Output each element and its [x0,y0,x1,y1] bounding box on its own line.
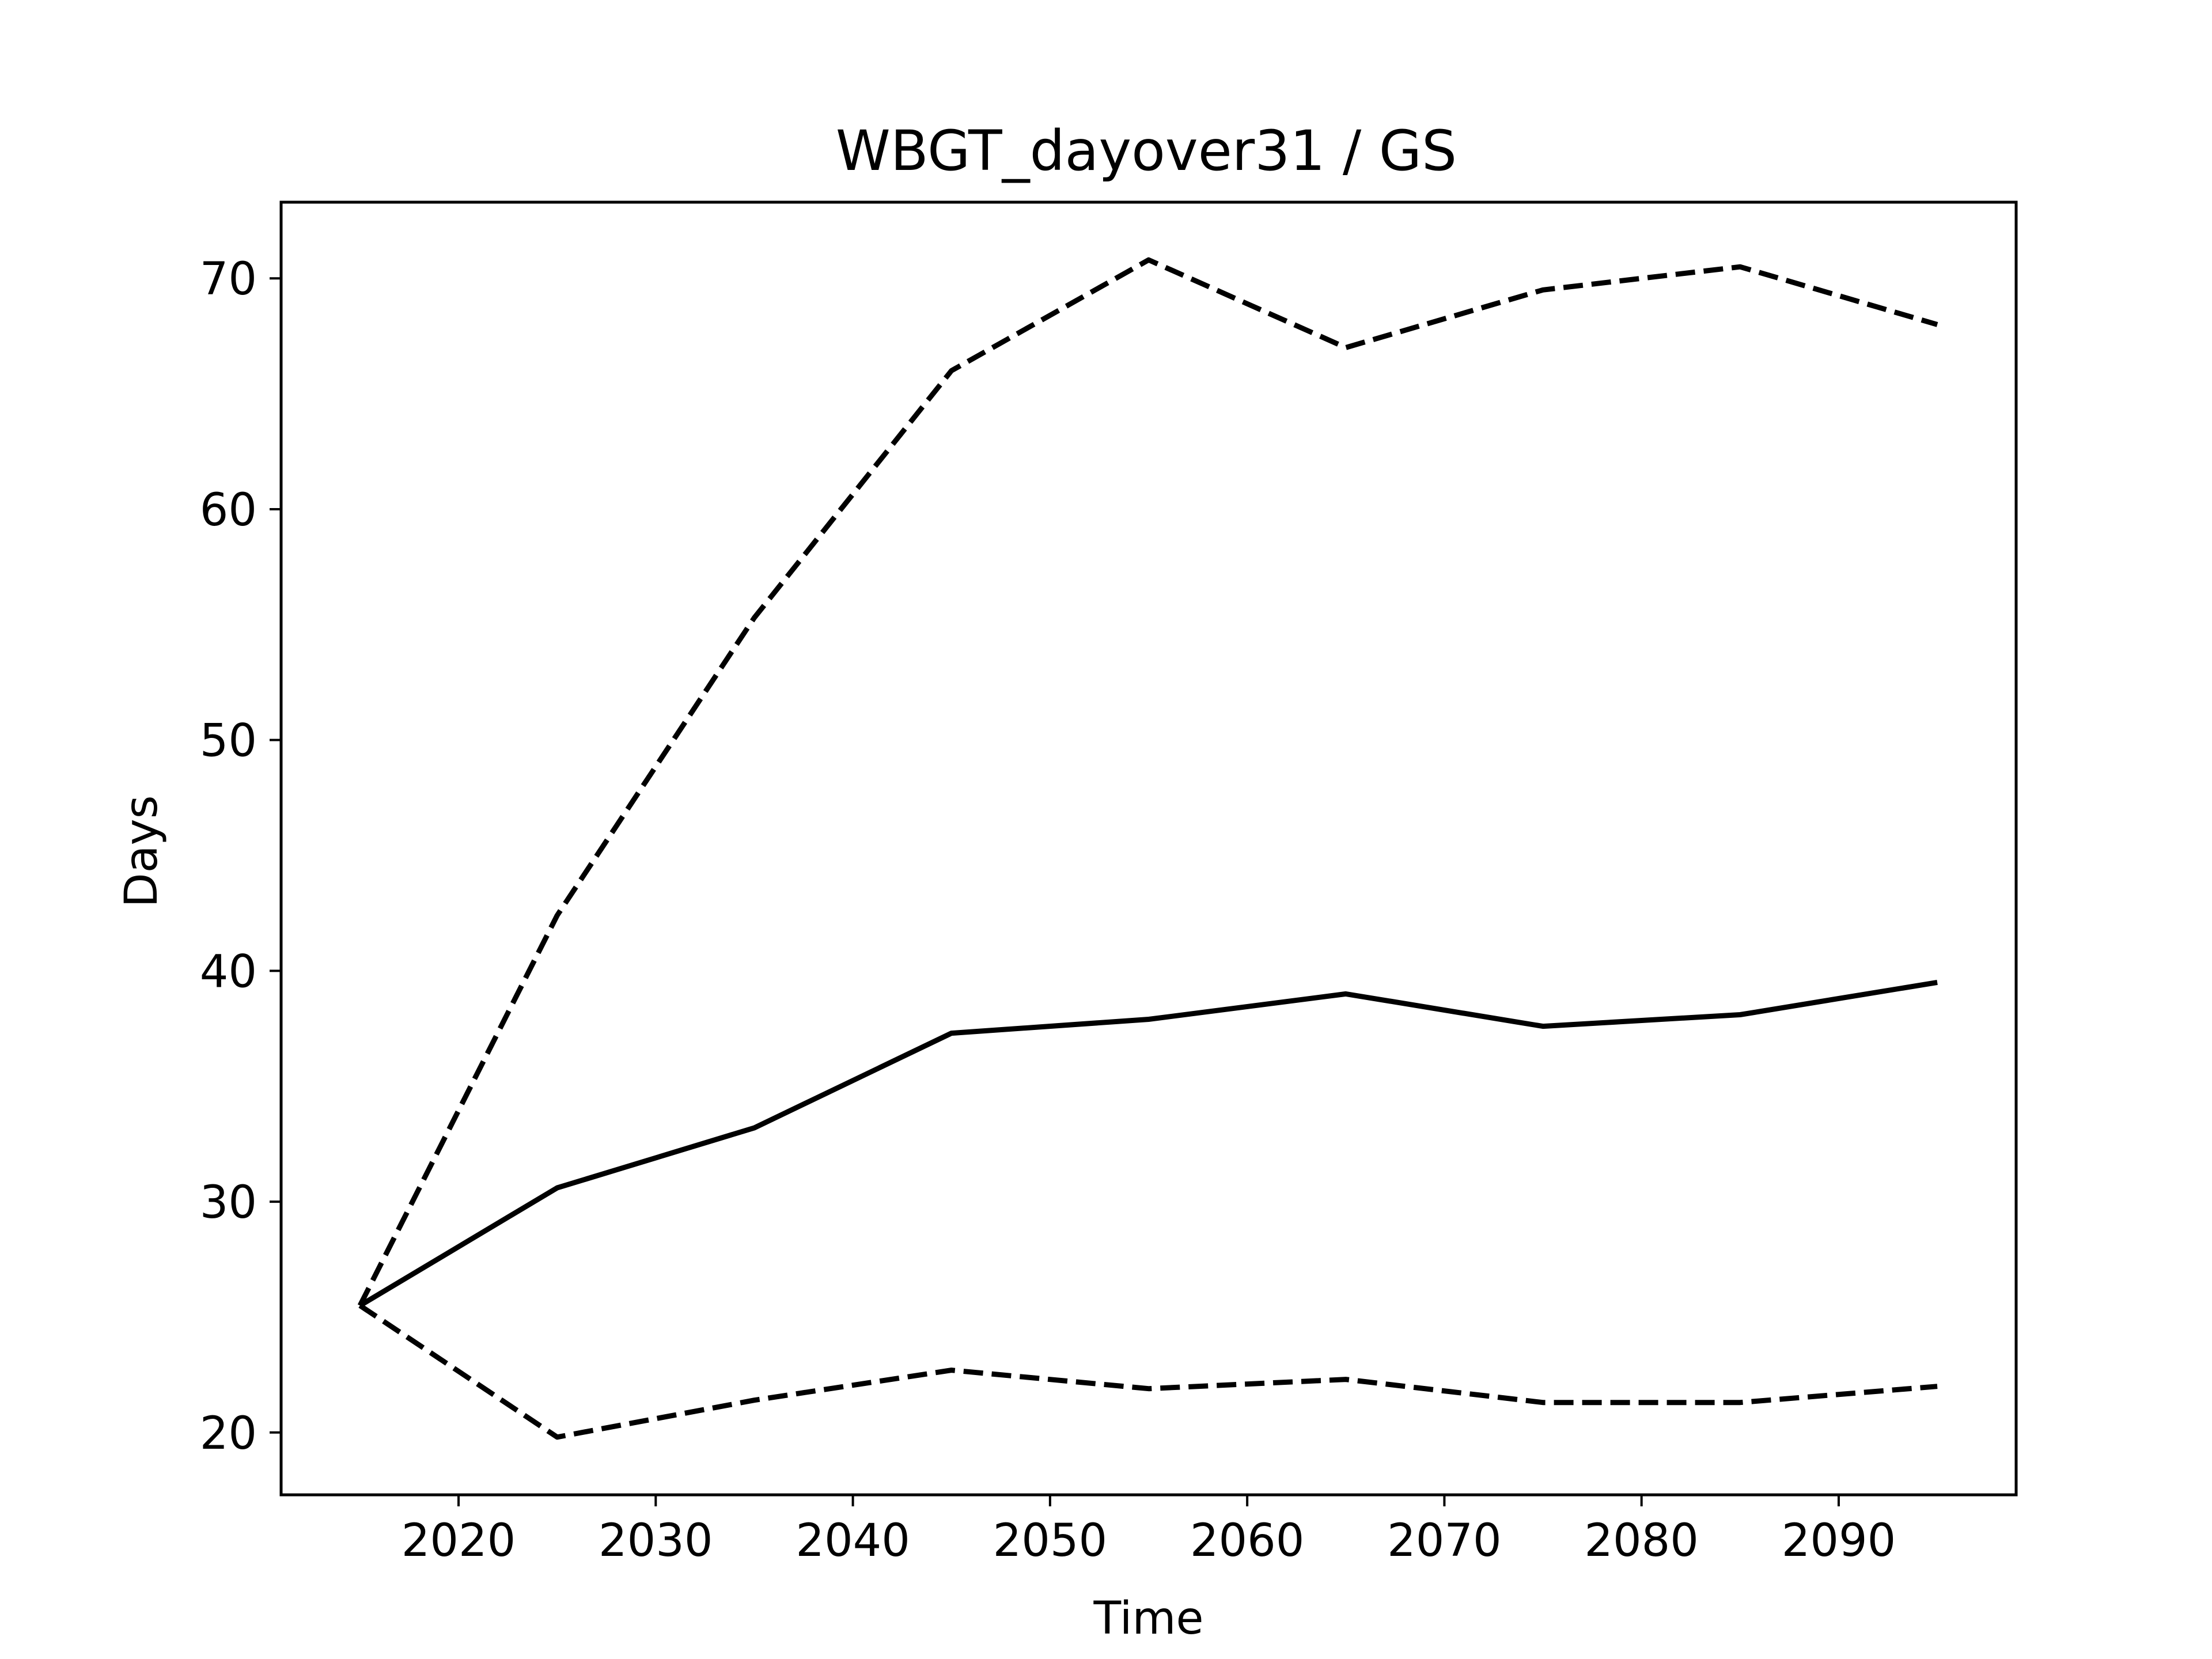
series-layer [357,257,1938,1440]
x-tick-label: 2090 [1782,1515,1896,1567]
x-tick-label: 2020 [402,1515,516,1567]
y-tick-label: 70 [200,253,257,305]
y-tick-label: 40 [200,946,257,998]
y-tick-label: 60 [200,484,257,536]
x-tick-label: 2080 [1584,1515,1699,1567]
y-axis-label: Days [116,796,168,908]
y-tick-label: 20 [200,1408,257,1460]
plot-frame [279,200,2018,1497]
series-line-1 [358,979,1938,1308]
x-tick-label: 2060 [1190,1515,1305,1567]
x-axis-label: Time [1093,1593,1204,1645]
x-tick-label: 2070 [1387,1515,1502,1567]
y-tick-label: 30 [200,1177,257,1229]
x-axis: 2020 2030 2040 2050 2060 2070 2080 2090 [402,1495,1896,1567]
y-axis: 20 30 40 50 60 70 [200,253,281,1460]
x-tick-label: 2050 [993,1515,1108,1567]
y-tick-label: 50 [200,715,257,767]
x-tick-label: 2040 [796,1515,910,1567]
x-tick-label: 2030 [599,1515,713,1567]
series-line-3 [358,1303,1938,1440]
chart-title: WBGT_dayover31 / GS [836,119,1457,183]
series-line-2 [357,257,1938,1307]
